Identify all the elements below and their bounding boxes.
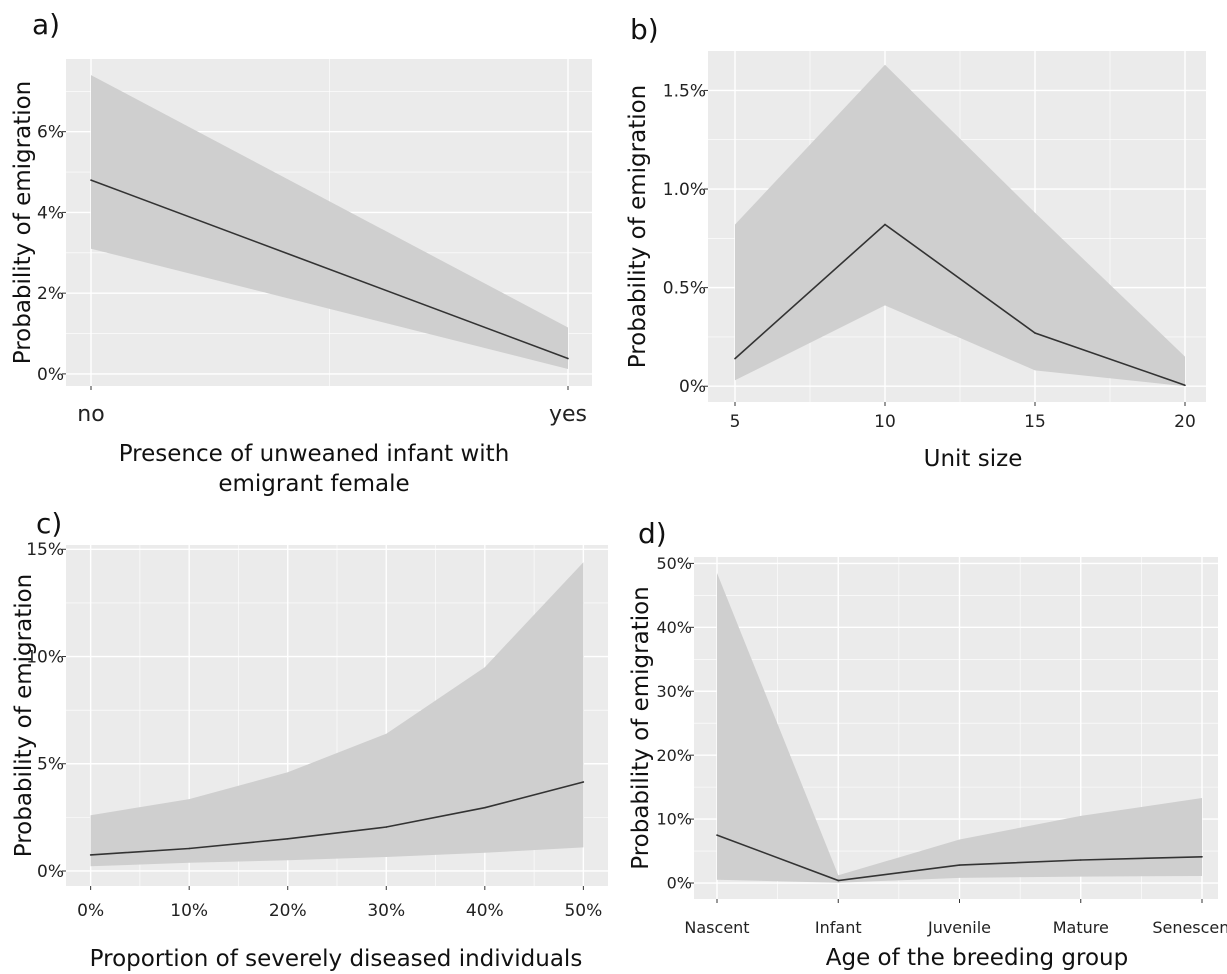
y-tick-label: 1.5% <box>663 81 706 101</box>
x-axis-title: emigrant female <box>218 471 409 497</box>
confidence-band <box>91 75 568 369</box>
y-tick-label: 0% <box>37 365 64 385</box>
estimate-line <box>90 781 584 856</box>
y-tick-label: 40% <box>656 618 692 637</box>
panel-d: 0% 10% 20% 30% 40% 50% Nascent Infant Juvenile Ma… <box>628 517 1227 971</box>
x-tick-label: 15 <box>1024 412 1046 432</box>
y-tick-label: 10% <box>26 647 64 667</box>
y-axis-title: Probability of emigration <box>625 85 651 369</box>
estimate-point <box>582 781 585 783</box>
x-axis-title: Age of the breeding group <box>826 945 1128 971</box>
confidence-band <box>735 64 1185 387</box>
estimate-line <box>90 179 569 360</box>
confidence-band <box>717 573 1202 883</box>
estimate-point <box>188 847 190 850</box>
y-tick-label: 30% <box>656 682 692 701</box>
estimate-point <box>1034 332 1036 334</box>
x-tick-label: 20 <box>1174 412 1196 432</box>
estimate-point <box>484 806 486 809</box>
y-tick-label: 10% <box>656 810 692 829</box>
confidence-band <box>90 562 584 867</box>
x-tick-label: Senescent <box>1152 918 1227 937</box>
x-tick-label: 5 <box>730 412 741 432</box>
x-tick-label: 10 <box>874 412 896 432</box>
y-tick-label: 15% <box>26 540 64 560</box>
estimate-point <box>837 879 840 882</box>
y-tick-label: 5% <box>37 755 64 775</box>
y-tick-label: 20% <box>656 746 692 765</box>
y-axis-title: Probability of emigration <box>10 81 36 365</box>
x-tick-label: 40% <box>466 901 504 921</box>
x-tick-label: Mature <box>1053 918 1109 937</box>
estimate-point <box>1184 384 1186 387</box>
panel-tag: d) <box>638 517 667 550</box>
x-tick-label: 10% <box>170 901 208 921</box>
x-tick-label: no <box>77 402 104 427</box>
estimate-point <box>716 834 718 836</box>
panel-a: 0% 2% 4% 6% no yes Presence of unweaned infant… <box>10 8 592 497</box>
x-tick-label: 20% <box>269 901 307 921</box>
estimate-point <box>567 357 569 360</box>
panel-b: 0% 0.5% 1.0% 1.5% 5 10 15 20 Unit size Probabilit… <box>625 13 1206 472</box>
y-tick-label: 50% <box>656 554 692 573</box>
x-axis-title: Presence of unweaned infant with <box>119 441 510 467</box>
x-tick-label: 30% <box>367 901 405 921</box>
y-tick-label: 0.5% <box>663 279 706 299</box>
y-tick-label: 0% <box>679 377 706 397</box>
estimate-point <box>286 838 289 840</box>
estimate-point <box>90 179 92 181</box>
y-axis-title: Probability of emigration <box>628 586 654 870</box>
estimate-point <box>734 357 736 360</box>
x-axis-title: Proportion of severely diseased individu… <box>90 946 583 972</box>
y-tick-label: 2% <box>37 284 64 304</box>
x-tick-label: Juvenile <box>927 918 991 937</box>
x-tick-label: Nascent <box>684 918 749 937</box>
panel-tag: c) <box>36 507 62 540</box>
panel-tag: a) <box>32 8 60 41</box>
x-tick-label: 50% <box>564 901 602 921</box>
estimate-point <box>1201 856 1203 858</box>
estimate-point <box>958 864 961 866</box>
y-axis-title: Probability of emigration <box>11 574 37 858</box>
y-tick-label: 1.0% <box>663 180 706 200</box>
estimate-point <box>884 223 886 226</box>
x-tick-label: Infant <box>815 918 862 937</box>
y-tick-label: 6% <box>37 123 64 143</box>
panel-c: 0% 5% 10% 15% 0% 10% 20% 30% 40% 50% Proportion of… <box>11 507 608 972</box>
y-tick-label: 4% <box>37 203 64 223</box>
estimate-point <box>89 854 92 856</box>
x-tick-label: 0% <box>77 901 104 921</box>
estimate-line <box>734 223 1186 386</box>
x-tick-label: yes <box>549 402 587 427</box>
x-axis-title: Unit size <box>924 446 1023 472</box>
estimate-point <box>1079 859 1082 861</box>
panel-tag: b) <box>630 13 659 46</box>
y-tick-label: 0% <box>667 874 692 893</box>
estimate-point <box>385 826 388 828</box>
y-tick-label: 0% <box>37 862 64 882</box>
